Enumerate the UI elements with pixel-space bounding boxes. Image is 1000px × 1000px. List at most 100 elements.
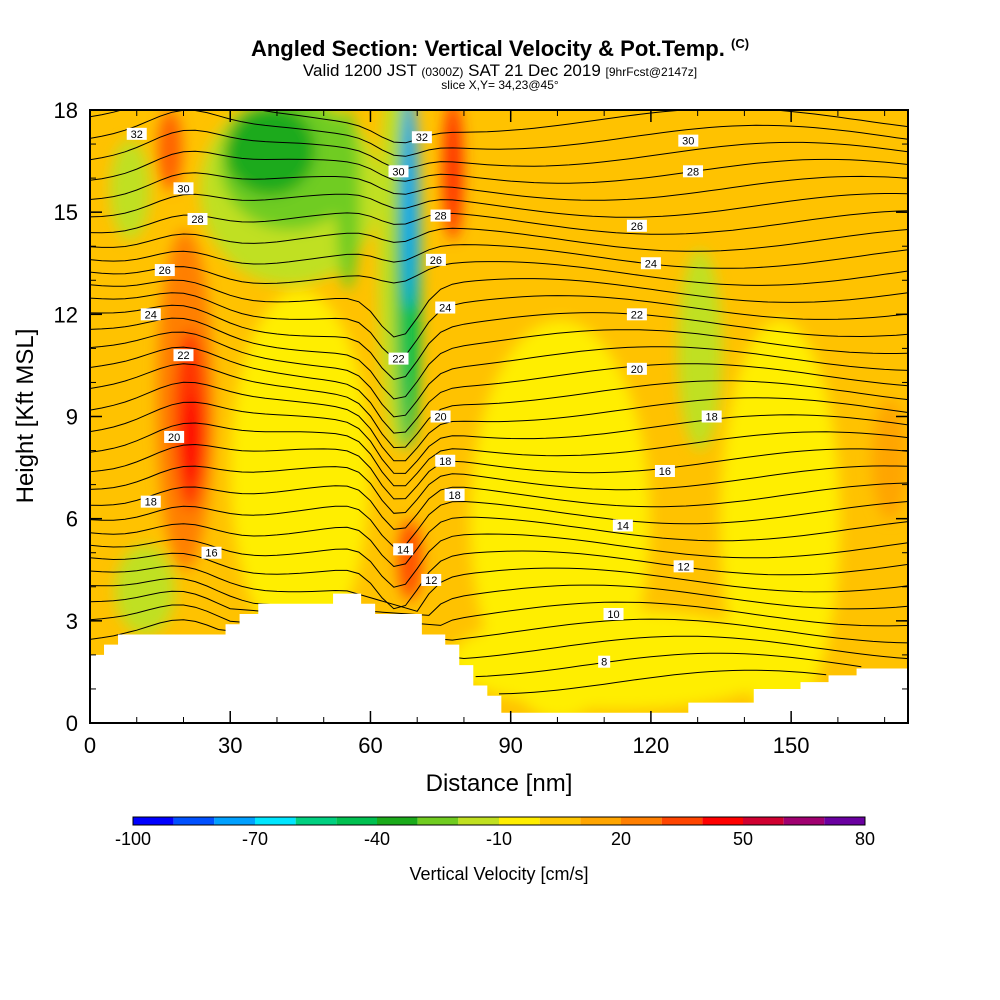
- theta-label: 28: [434, 211, 446, 223]
- theta-label: 12: [678, 561, 690, 573]
- theta-label: 18: [439, 456, 451, 468]
- theta-contour: [90, 110, 908, 157]
- plot-area: 32 30 28 26 24 22 20 18 16 32 30 28 26 24 22 20 18 18 14 12…: [90, 110, 908, 723]
- y-tick-label: 0: [66, 711, 78, 736]
- theta-label: 28: [687, 166, 699, 178]
- theta-label: 20: [631, 364, 643, 376]
- theta-contour: [90, 244, 908, 269]
- colorbar-tick-label: -40: [364, 829, 390, 849]
- colorbar-swatch: [377, 817, 418, 825]
- theta-label-box: [140, 495, 161, 508]
- theta-label: 32: [131, 129, 143, 141]
- x-tick-label: 120: [633, 733, 670, 758]
- theta-contour: [498, 669, 827, 695]
- colorbar-label: Vertical Velocity [cm/s]: [409, 864, 588, 884]
- theta-contour: [90, 533, 908, 588]
- y-tick-label: 12: [54, 302, 78, 327]
- x-axis-label: Distance [nm]: [426, 770, 573, 797]
- theta-label: 22: [392, 354, 404, 366]
- updraft-peak: [184, 395, 202, 485]
- theta-contour: [90, 278, 908, 338]
- forecast-info: [9hrFcst@2147z]: [605, 65, 698, 79]
- colorbar-swatch: [295, 817, 337, 825]
- theta-contour: [90, 465, 908, 514]
- theta-label: 28: [191, 214, 203, 226]
- colorbar-swatch: [133, 817, 174, 825]
- x-tick-label: 0: [84, 733, 96, 758]
- yellow-zone: [230, 290, 370, 650]
- theta-label-box: [626, 362, 647, 375]
- theta-label: 30: [392, 166, 404, 178]
- theta-contour: [90, 227, 908, 252]
- theta-label: 26: [430, 255, 442, 267]
- theta-label-box: [640, 257, 661, 270]
- theta-contour: [90, 150, 908, 184]
- axes: 0 30 60 90 120 150 0 3 6 9 12 15 18: [54, 98, 908, 758]
- theta-label: 10: [607, 609, 619, 621]
- theta-label: 22: [631, 309, 643, 321]
- theta-contour: [90, 590, 908, 627]
- theta-label-box: [140, 308, 161, 321]
- theta-label-box: [673, 560, 694, 573]
- y-tick-label: 9: [66, 405, 78, 430]
- theta-label-box: [598, 655, 611, 668]
- theta-label: 14: [617, 520, 629, 532]
- theta-label-box: [430, 410, 451, 423]
- theta-label-box: [421, 573, 442, 586]
- theta-label: 26: [159, 265, 171, 277]
- theta-contour: [90, 210, 908, 235]
- theta-label-box: [612, 519, 633, 532]
- theta-label-box: [154, 264, 175, 277]
- theta-contours: [90, 110, 908, 695]
- theta-label-box: [411, 131, 432, 144]
- theta-contour: [90, 261, 908, 286]
- theta-label: 30: [177, 183, 189, 195]
- theta-label: 18: [448, 490, 460, 502]
- yellow-zone: [720, 320, 840, 720]
- theta-label: 30: [682, 136, 694, 148]
- edge-orange: [872, 400, 908, 520]
- colorbar-swatch: [580, 817, 621, 825]
- theta-label: 24: [145, 309, 157, 321]
- theta-contour: [90, 172, 908, 201]
- theta-label-box: [126, 127, 147, 140]
- sinking-finger: [336, 110, 360, 290]
- theta-label-box: [435, 301, 456, 314]
- theta-label-box: [173, 349, 194, 362]
- theta-contour: [90, 577, 908, 616]
- theta-label: 16: [205, 548, 217, 560]
- theta-contour: [90, 565, 908, 612]
- colorbar-swatch: [743, 817, 784, 825]
- title-text: Angled Section: Vertical Velocity & Pot.…: [250, 36, 725, 61]
- theta-label: 32: [416, 132, 428, 144]
- colorbar-frame: [132, 816, 866, 826]
- theta-label-box: [388, 352, 409, 365]
- title-unit: (C): [731, 36, 750, 51]
- theta-contour: [90, 317, 908, 400]
- valid-date: SAT 21 Dec 2019: [468, 61, 601, 80]
- colorbar-swatch: [621, 817, 662, 825]
- theta-label-box: [201, 546, 222, 559]
- updraft-top: [158, 110, 182, 190]
- theta-contour: [90, 363, 908, 449]
- slice-text: slice X,Y= 34,23@45°: [441, 78, 559, 92]
- theta-label-box: [626, 219, 647, 232]
- theta-label: 12: [425, 575, 437, 587]
- colorbar-swatch: [214, 817, 255, 825]
- theta-contour: [90, 500, 908, 548]
- theta-label: 14: [397, 544, 409, 556]
- sinking-left: [110, 140, 150, 240]
- theta-label-box: [701, 410, 722, 423]
- theta-contour: [90, 110, 908, 144]
- colorbar-swatch: [173, 817, 215, 825]
- colorbar-tick-label: 80: [855, 829, 875, 849]
- chart-title: Angled Section: Vertical Velocity & Pot.…: [0, 36, 1000, 62]
- theta-label-box: [187, 212, 208, 225]
- colorbar-swatch: [702, 817, 743, 825]
- theta-label-box: [678, 134, 699, 147]
- updraft-low: [398, 520, 422, 600]
- theta-label: 22: [177, 350, 189, 362]
- theta-label: 16: [659, 466, 671, 478]
- theta-label: 24: [439, 303, 451, 315]
- colorbar-swatch: [824, 817, 865, 825]
